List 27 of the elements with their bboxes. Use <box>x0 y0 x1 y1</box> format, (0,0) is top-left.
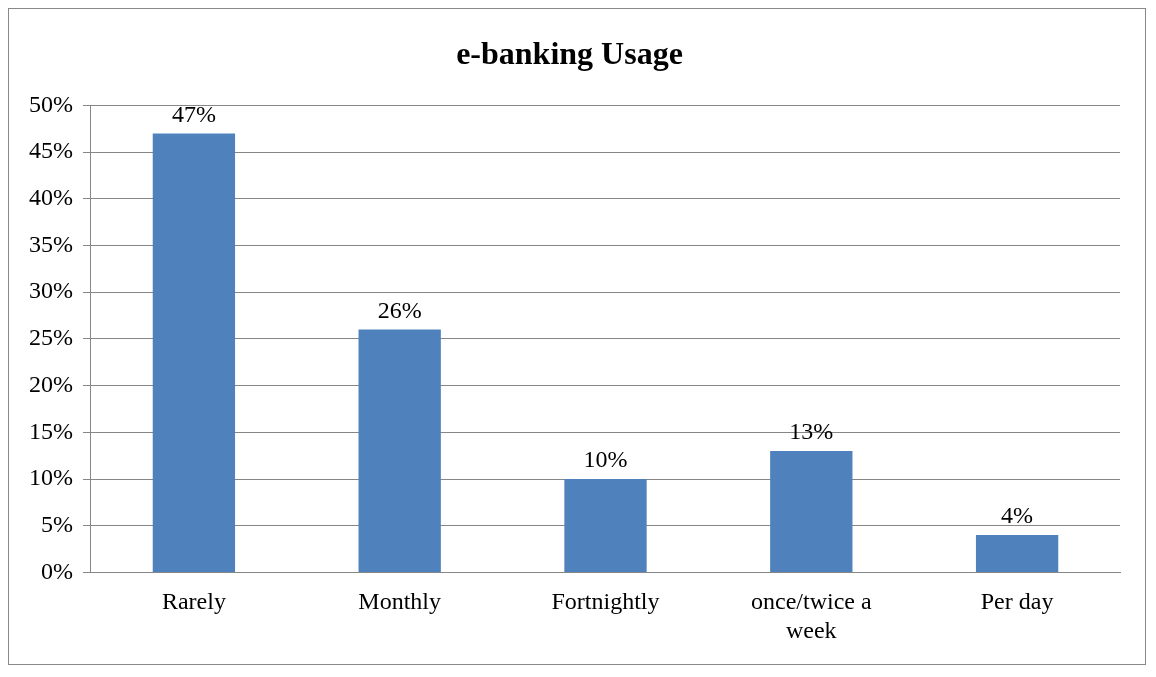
data-label: 4% <box>1001 502 1034 529</box>
y-tick-label: 30% <box>28 277 73 304</box>
bar <box>152 133 236 572</box>
data-label: 10% <box>583 446 628 473</box>
data-label: 47% <box>171 100 216 127</box>
y-tick-label: 5% <box>40 511 73 537</box>
x-tick-label: Rarely <box>161 588 226 615</box>
y-tick-label: 45% <box>28 137 73 164</box>
bar <box>975 535 1059 572</box>
y-tick-label: 0% <box>40 557 73 584</box>
chart-title: e-banking Usage <box>456 35 683 72</box>
x-tick-label: Monthly <box>358 588 442 615</box>
data-label: 13% <box>789 418 834 445</box>
data-label: 26% <box>377 296 422 323</box>
y-tick-label: 15% <box>28 417 73 444</box>
bar <box>358 329 441 572</box>
y-tick-label: 25% <box>28 324 73 351</box>
y-tick-label: 50% <box>28 90 73 117</box>
y-tick-label: 35% <box>28 230 73 257</box>
y-tick-label: 20% <box>28 370 73 397</box>
bar <box>770 450 853 572</box>
x-tick-label: Per day <box>980 588 1054 615</box>
y-tick-label: 10% <box>28 464 73 491</box>
x-tick-label: once/twice a week <box>750 588 872 643</box>
x-tick-label: Fortnightly <box>551 588 660 615</box>
y-tick-label: 40% <box>28 184 73 211</box>
bar <box>564 479 647 572</box>
